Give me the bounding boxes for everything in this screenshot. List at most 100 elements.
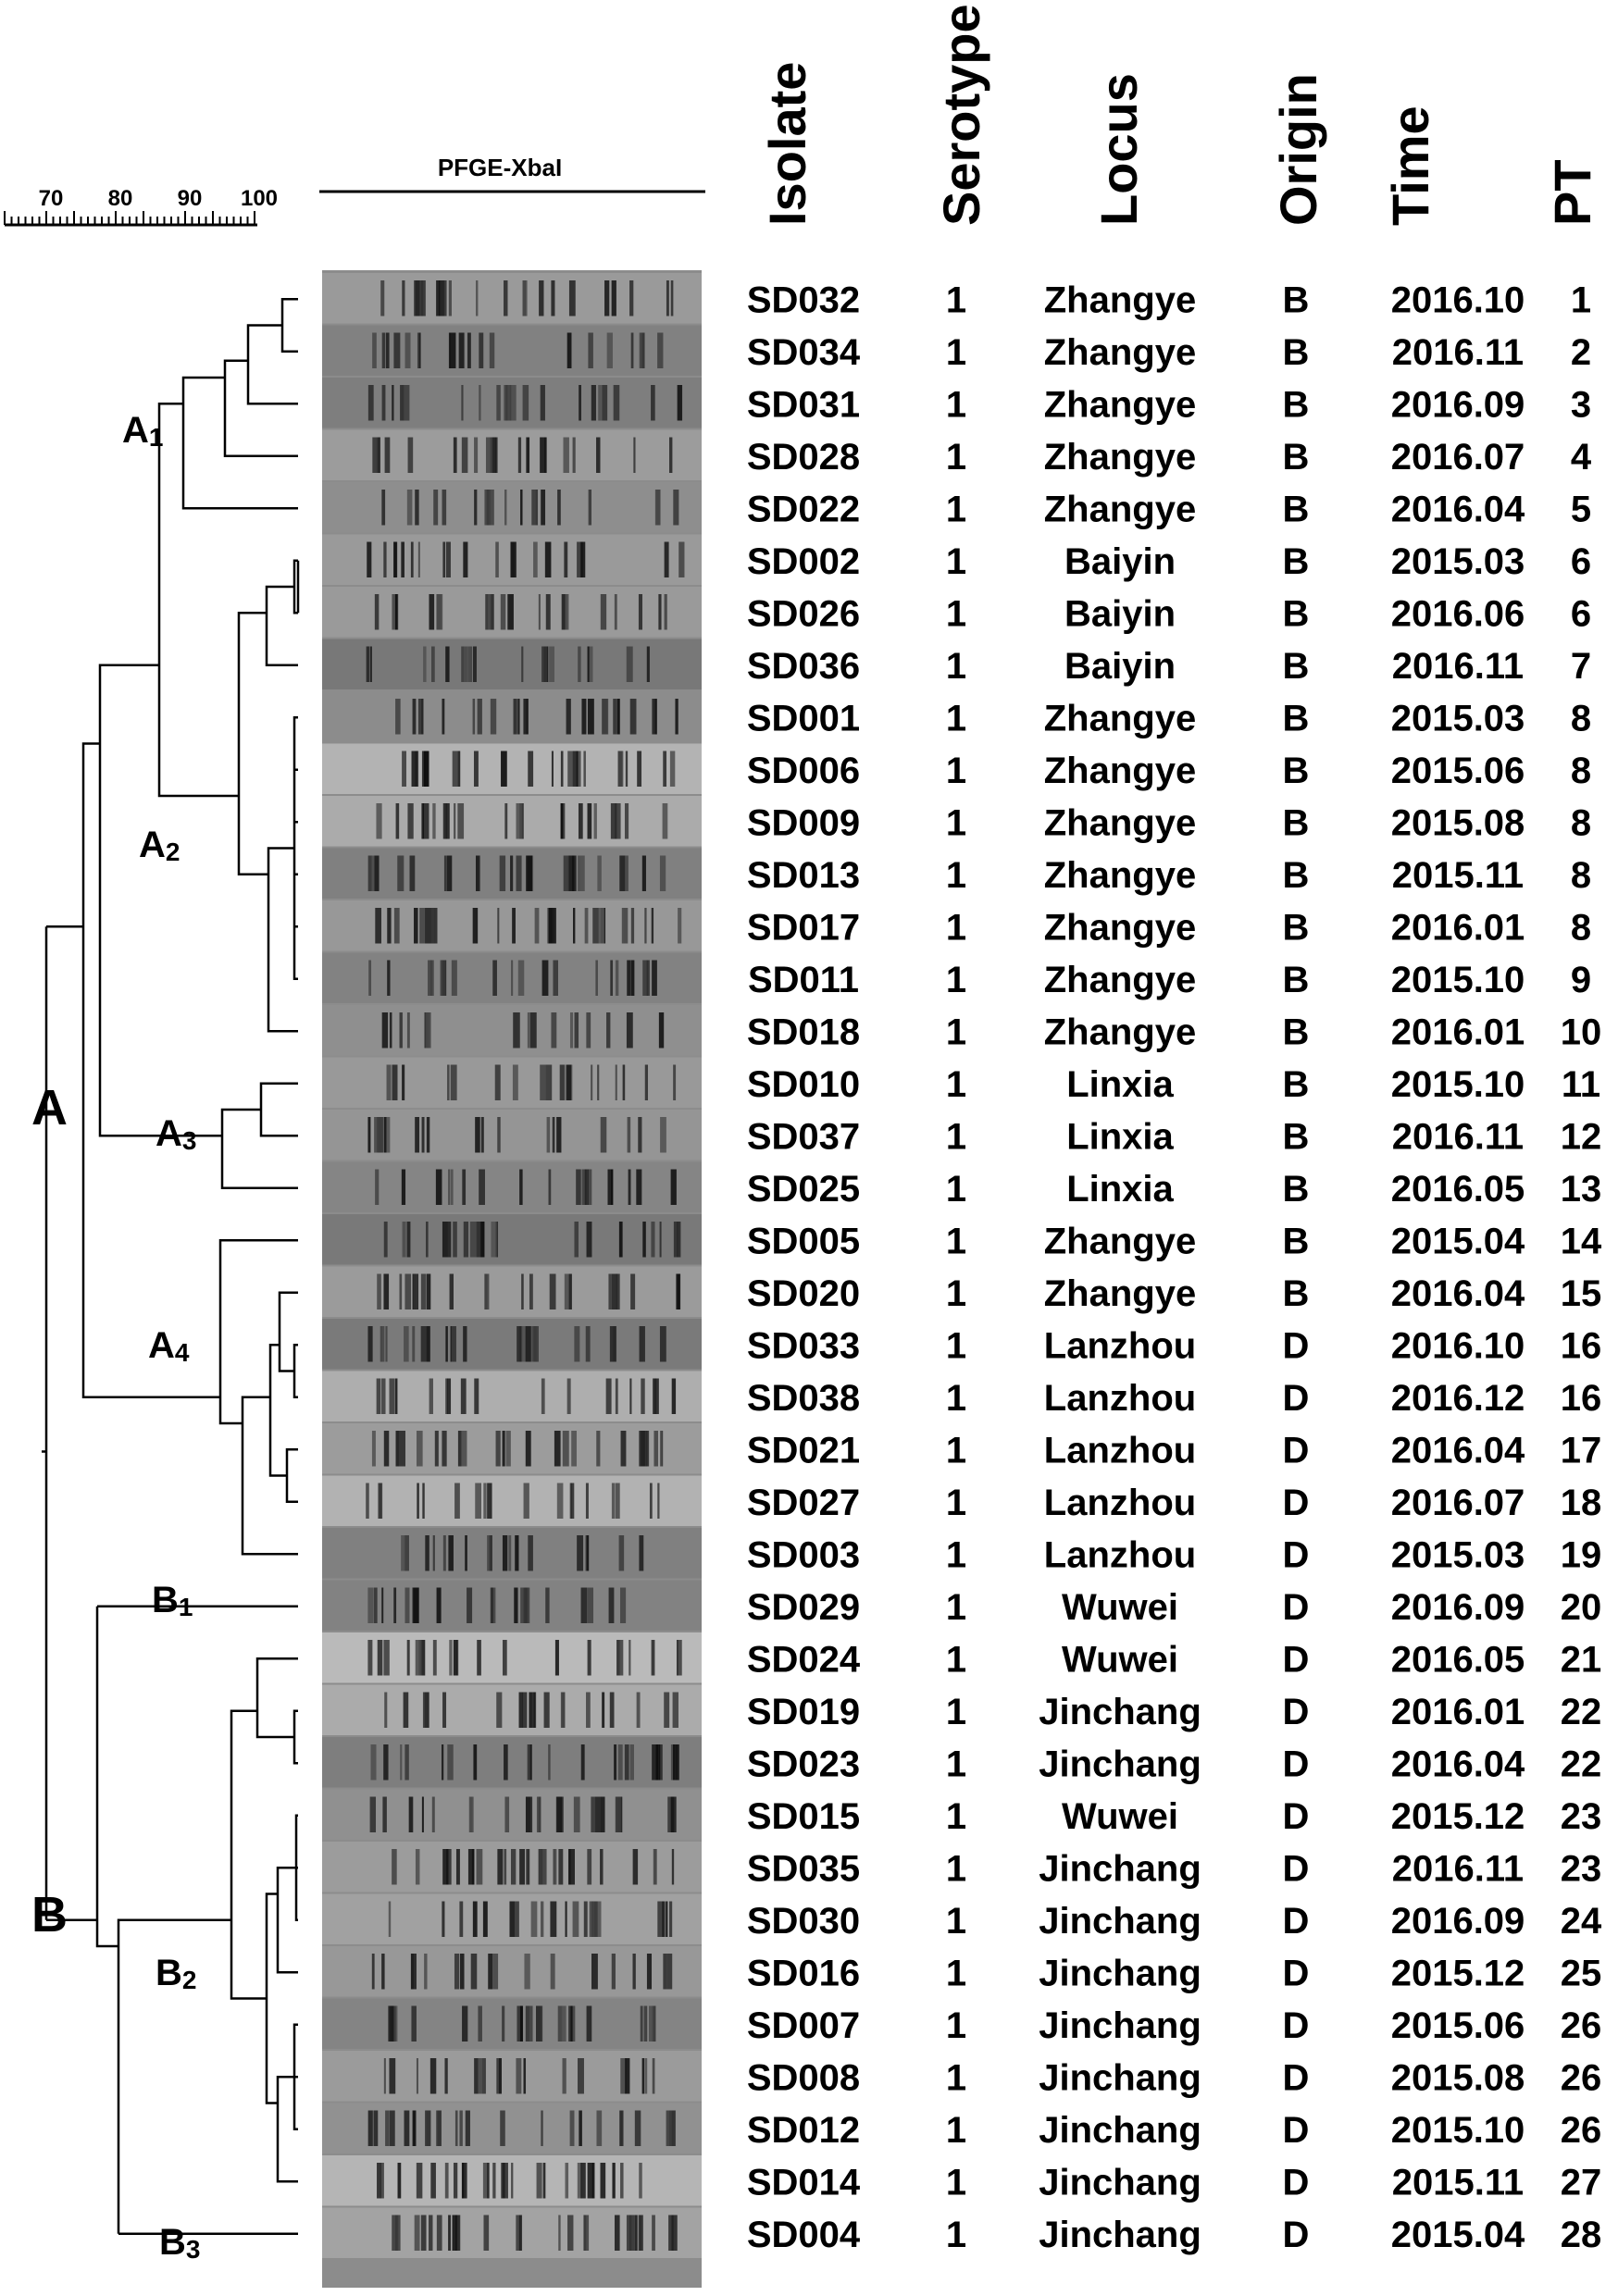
table-row: SD010 1 Linxia B 2015.10 11 — [747, 1064, 1600, 1105]
cell-time: 2015.08 — [1391, 2057, 1525, 2098]
cell-pt: 12 — [1561, 1116, 1602, 1157]
cell-locus: Zhangye — [1044, 489, 1196, 529]
gel-lane — [368, 960, 657, 996]
table-row: SD035 1 Jinchang D 2016.11 23 — [747, 1848, 1601, 1889]
cell-locus: Lanzhou — [1044, 1430, 1196, 1471]
table-row: SD036 1 Baiyin B 2016.11 7 — [747, 646, 1591, 687]
cell-time: 2016.01 — [1391, 1692, 1525, 1732]
cell-origin: B — [1283, 907, 1310, 948]
gel-lane — [367, 385, 683, 421]
cell-serotype: 1 — [946, 1534, 966, 1575]
cell-origin: B — [1283, 1064, 1310, 1105]
cell-pt: 16 — [1561, 1325, 1602, 1366]
cell-origin: B — [1283, 332, 1310, 373]
cell-serotype: 1 — [946, 1744, 966, 1784]
cell-locus: Jinchang — [1039, 2162, 1201, 2203]
cell-serotype: 1 — [946, 698, 966, 738]
cell-time: 2016.09 — [1391, 384, 1525, 425]
cell-origin: D — [1283, 1483, 1310, 1523]
cell-serotype: 1 — [946, 646, 966, 687]
gel-lane — [375, 1169, 677, 1205]
cell-isolate: SD023 — [747, 1744, 860, 1784]
cell-pt: 8 — [1571, 802, 1591, 843]
cell-origin: D — [1283, 1744, 1310, 1784]
cell-serotype: 1 — [946, 1692, 966, 1732]
cluster-label-a4: A4 — [148, 1325, 190, 1367]
cell-isolate: SD004 — [747, 2215, 861, 2255]
table-row: SD016 1 Jinchang D 2015.12 25 — [747, 1953, 1601, 1993]
dendrogram-tree — [42, 298, 300, 2235]
cell-pt: 23 — [1561, 1848, 1602, 1889]
table-row: SD012 1 Jinchang D 2015.10 26 — [747, 2110, 1601, 2151]
cell-locus: Linxia — [1066, 1169, 1174, 1210]
cell-serotype: 1 — [946, 2005, 966, 2046]
cell-serotype: 1 — [946, 2110, 966, 2151]
cell-serotype: 1 — [946, 960, 966, 1000]
gel-lane — [367, 1326, 666, 1362]
table-row: SD007 1 Jinchang D 2015.06 26 — [747, 2005, 1601, 2046]
cell-isolate: SD001 — [747, 698, 860, 738]
cell-serotype: 1 — [946, 437, 966, 478]
table-row: SD008 1 Jinchang D 2015.08 26 — [747, 2057, 1601, 2098]
cell-locus: Zhangye — [1044, 1011, 1196, 1052]
cell-time: 2015.10 — [1391, 1064, 1525, 1105]
cluster-label-b3: B3 — [159, 2222, 200, 2264]
cell-pt: 15 — [1561, 1273, 1602, 1314]
cell-isolate: SD007 — [747, 2005, 860, 2046]
cluster-label-a2: A2 — [139, 825, 180, 866]
cell-pt: 26 — [1561, 2110, 1602, 2151]
gel-lane — [380, 280, 674, 316]
cluster-labels: A B A1 A2 A3 A4 B1 B2 B3 — [31, 410, 200, 2264]
gel-lane — [386, 1064, 677, 1100]
cell-time: 2015.04 — [1391, 1221, 1525, 1261]
cell-time: 2016.04 — [1391, 489, 1525, 529]
cell-isolate: SD016 — [747, 1953, 860, 1993]
cell-locus: Lanzhou — [1044, 1378, 1196, 1419]
cell-locus: Jinchang — [1039, 1901, 1201, 1942]
cell-origin: D — [1283, 1953, 1310, 1993]
gel-lane — [388, 1901, 673, 1937]
gel-lane — [366, 646, 650, 682]
gel-lane — [392, 2215, 678, 2251]
cell-time: 2016.07 — [1391, 437, 1525, 478]
cell-origin: B — [1283, 279, 1310, 320]
cell-isolate: SD028 — [747, 437, 860, 478]
gel-lane — [367, 1587, 627, 1623]
cell-pt: 6 — [1571, 541, 1591, 582]
cell-isolate: SD009 — [747, 802, 860, 843]
gel-lane — [372, 437, 673, 473]
table-row: SD004 1 Jinchang D 2015.04 28 — [747, 2215, 1601, 2255]
cell-pt: 13 — [1561, 1169, 1602, 1210]
scale-label-100: 100 — [241, 186, 278, 211]
cell-pt: 1 — [1571, 279, 1591, 320]
cell-locus: Zhangye — [1044, 1273, 1196, 1314]
table-row: SD024 1 Wuwei D 2016.05 21 — [747, 1639, 1601, 1680]
cell-origin: D — [1283, 1692, 1310, 1732]
pfge-gel-image — [322, 270, 702, 2288]
cell-isolate: SD005 — [747, 1221, 860, 1261]
cell-time: 2015.10 — [1391, 960, 1525, 1000]
cell-locus: Wuwei — [1062, 1587, 1178, 1628]
cell-serotype: 1 — [946, 593, 966, 634]
cell-serotype: 1 — [946, 1639, 966, 1680]
gel-lane — [371, 1431, 664, 1467]
cell-origin: B — [1283, 1221, 1310, 1261]
cell-locus: Jinchang — [1039, 1953, 1201, 1993]
cell-pt: 8 — [1571, 855, 1591, 896]
cell-isolate: SD022 — [747, 489, 860, 529]
table-row: SD009 1 Zhangye B 2015.08 8 — [747, 802, 1591, 843]
table-row: SD019 1 Jinchang D 2016.01 22 — [747, 1692, 1601, 1732]
similarity-scale: 70 80 90 100 — [4, 186, 278, 227]
cell-serotype: 1 — [946, 489, 966, 529]
cell-origin: B — [1283, 541, 1310, 582]
cell-locus: Baiyin — [1064, 593, 1176, 634]
table-row: SD027 1 Lanzhou D 2016.07 18 — [747, 1483, 1601, 1523]
cell-isolate: SD010 — [747, 1064, 860, 1105]
cell-time: 2015.04 — [1391, 2215, 1525, 2255]
gel-lane — [383, 1222, 681, 1258]
table-row: SD032 1 Zhangye B 2016.10 1 — [747, 279, 1591, 320]
cell-time: 2015.12 — [1391, 1953, 1525, 1993]
cell-pt: 17 — [1561, 1430, 1602, 1471]
cell-isolate: SD034 — [747, 332, 861, 373]
cell-pt: 22 — [1561, 1744, 1602, 1784]
